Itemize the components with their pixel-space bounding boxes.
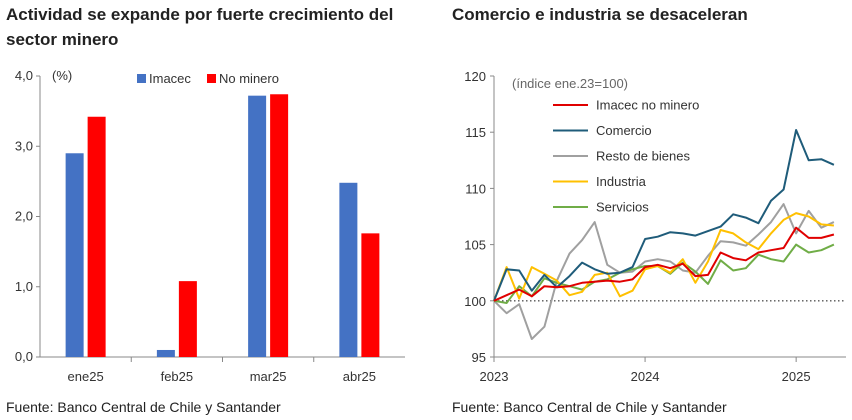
right-chart-title: Comercio e industria se desaceleran: [452, 5, 748, 24]
x-tick-label: 2023: [480, 369, 509, 384]
y-tick-label: 95: [472, 350, 486, 365]
series-line-resto-de-bienes: [493, 203, 835, 340]
legend-label: Imacec: [149, 71, 191, 86]
right-source-note: Fuente: Banco Central de Chile y Santand…: [452, 399, 727, 415]
series-line-comercio: [493, 129, 835, 302]
bar-imacec: [339, 182, 358, 357]
series-line-imacec-no-minero: [493, 226, 835, 302]
bar-no-minero: [361, 233, 380, 357]
x-tick-label: 2024: [631, 369, 660, 384]
left-source-note: Fuente: Banco Central de Chile y Santand…: [6, 399, 281, 415]
series-line-industria: [493, 212, 834, 302]
unit-label: (índice ene.23=100): [512, 76, 628, 91]
legend-label: Imacec no minero: [596, 98, 699, 113]
y-tick-label: 3,0: [15, 138, 33, 153]
line-chart: 95 100 105 110 115 120 2023 2024 2025 (índice ene…: [464, 69, 846, 384]
y-tick-label: 4,0: [15, 68, 33, 83]
y-tick-label: 1,0: [15, 279, 33, 294]
x-tick-label: 2025: [782, 369, 811, 384]
bar-imacec: [156, 349, 175, 357]
x-tick-label: ene25: [68, 369, 104, 384]
legend-swatch: [137, 74, 146, 83]
y-tick-label: 100: [464, 294, 486, 309]
x-tick-label: abr25: [343, 369, 376, 384]
y-tick-label: 115: [465, 125, 486, 140]
unit-label: (%): [52, 68, 72, 83]
legend-label: Resto de bienes: [596, 149, 690, 164]
y-tick-label: 105: [464, 238, 486, 253]
bar-no-minero: [87, 116, 106, 358]
left-chart-title: Actividad se expande por fuerte crecimie…: [6, 5, 394, 49]
y-tick-label: 110: [465, 181, 486, 196]
legend-label: Industria: [596, 174, 647, 189]
x-tick-label: feb25: [161, 369, 194, 384]
legend-swatch: [207, 74, 216, 83]
bar-imacec: [65, 153, 84, 357]
bar-no-minero: [270, 94, 289, 357]
x-tick-label: mar25: [250, 369, 287, 384]
bar-imacec: [248, 95, 267, 358]
y-tick-label: 2,0: [15, 209, 33, 224]
y-tick-label: 120: [464, 69, 486, 84]
legend-label: Servicios: [596, 200, 649, 215]
legend-label: No minero: [219, 71, 279, 86]
y-tick-label: 0,0: [15, 349, 33, 364]
bar-chart: 0,0 1,0 2,0 3,0 4,0 (%) ene25 feb25 mar25 abr25 Im…: [15, 68, 405, 384]
legend-label: Comercio: [596, 123, 652, 138]
bar-no-minero: [178, 281, 197, 357]
